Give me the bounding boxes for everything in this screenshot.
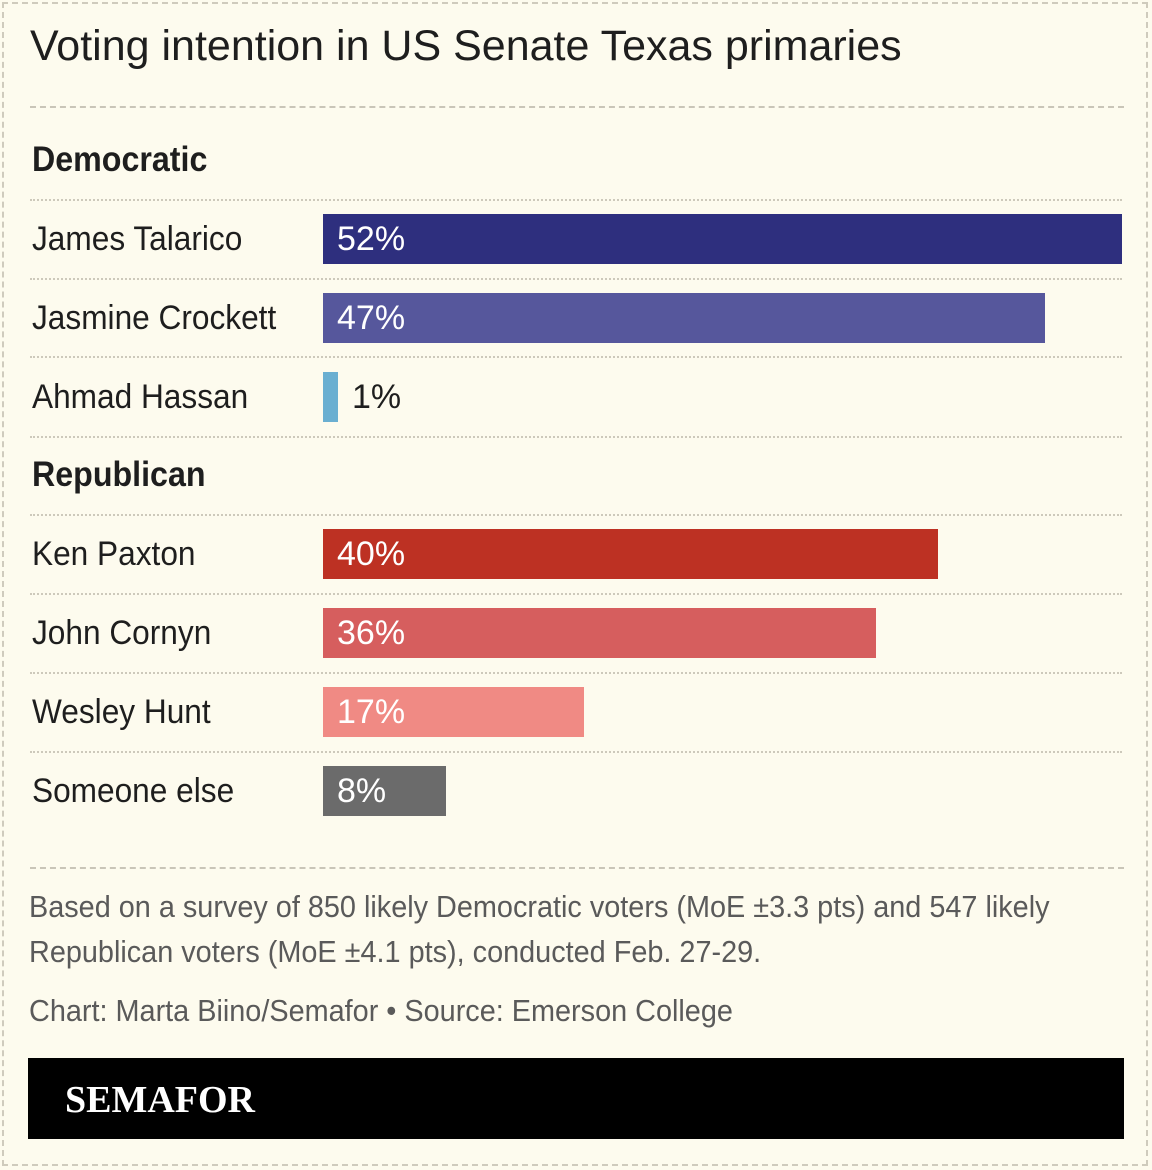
brand-footer: SEMAFOR bbox=[28, 1058, 1124, 1139]
category-label-ahmad-hassan: Ahmad Hassan bbox=[32, 378, 249, 416]
section-title-republican: Republican bbox=[32, 455, 206, 494]
value-label-ahmad-hassan: 1% bbox=[352, 378, 402, 416]
category-label-jasmine-crockett: Jasmine Crockett bbox=[32, 299, 277, 337]
chart-title: Voting intention in US Senate Texas prim… bbox=[30, 22, 902, 70]
survey-note: Based on a survey of 850 likely Democrat… bbox=[29, 889, 1050, 969]
category-label-wesley-hunt: Wesley Hunt bbox=[32, 693, 211, 731]
row-divider bbox=[30, 672, 1122, 674]
value-label-james-talarico: 52% bbox=[337, 220, 406, 258]
value-label-ken-paxton: 40% bbox=[337, 535, 406, 573]
bar-james-talarico bbox=[323, 214, 1122, 264]
bar-jasmine-crockett bbox=[323, 293, 1045, 343]
value-label-john-cornyn: 36% bbox=[337, 614, 406, 652]
row-divider bbox=[30, 278, 1122, 280]
chart-credit: Chart: Marta Biino/Semafor • Source: Eme… bbox=[29, 993, 733, 1028]
bar-ahmad-hassan bbox=[323, 372, 338, 422]
value-label-wesley-hunt: 17% bbox=[337, 693, 406, 731]
value-label-jasmine-crockett: 47% bbox=[337, 299, 406, 337]
category-label-james-talarico: James Talarico bbox=[32, 220, 243, 258]
row-divider bbox=[30, 514, 1122, 516]
category-label-ken-paxton: Ken Paxton bbox=[32, 535, 196, 573]
row-divider bbox=[30, 751, 1122, 753]
footer-divider bbox=[30, 867, 1124, 869]
value-label-someone-else: 8% bbox=[337, 772, 387, 810]
row-divider bbox=[30, 356, 1122, 358]
row-divider bbox=[30, 199, 1122, 201]
title-divider bbox=[30, 106, 1124, 108]
semafor-logo: SEMAFOR bbox=[65, 1079, 255, 1121]
bar-someone-else bbox=[323, 766, 446, 816]
row-divider bbox=[30, 593, 1122, 595]
bar-john-cornyn bbox=[323, 608, 876, 658]
bar-wesley-hunt bbox=[323, 687, 584, 737]
bar-ken-paxton bbox=[323, 529, 938, 579]
category-label-john-cornyn: John Cornyn bbox=[32, 614, 212, 652]
category-label-someone-else: Someone else bbox=[32, 772, 235, 810]
section-title-democratic: Democratic bbox=[32, 140, 208, 179]
row-divider bbox=[30, 436, 1122, 438]
